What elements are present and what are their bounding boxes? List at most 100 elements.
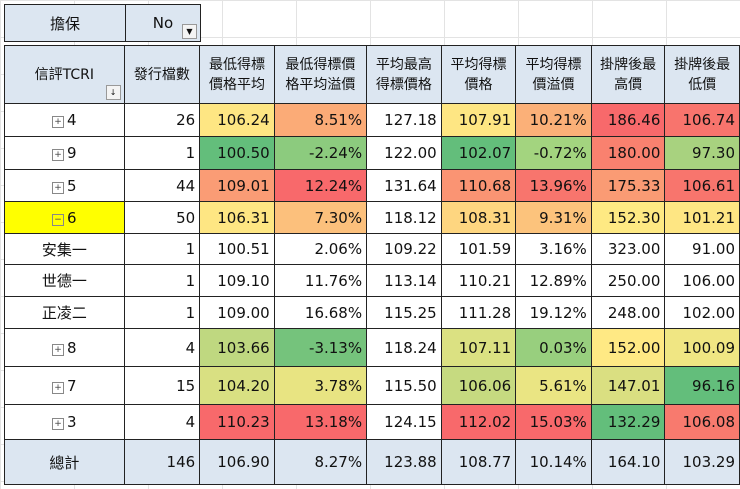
value-cell[interactable]: 152.00: [590, 328, 666, 367]
value-cell[interactable]: 15.03%: [515, 404, 592, 440]
value-cell[interactable]: 9.31%: [515, 201, 592, 234]
expand-icon[interactable]: +: [52, 418, 65, 430]
value-cell[interactable]: 175.33: [590, 169, 666, 202]
row-label-cell[interactable]: 安集一: [4, 233, 125, 265]
value-cell[interactable]: 106.90: [199, 439, 275, 485]
value-cell[interactable]: 10.21%: [515, 103, 592, 137]
value-cell[interactable]: 16.68%: [273, 296, 368, 329]
value-cell[interactable]: 106.08: [664, 404, 740, 440]
value-cell[interactable]: 4: [123, 404, 201, 440]
value-cell[interactable]: 147.01: [590, 366, 666, 405]
row-label-cell[interactable]: +7: [4, 366, 125, 405]
value-cell[interactable]: 101.21: [664, 201, 740, 234]
row-label-cell[interactable]: +9: [4, 136, 125, 170]
value-cell[interactable]: 107.11: [440, 328, 517, 367]
filter-value-cell[interactable]: No ▼: [126, 5, 200, 41]
value-cell[interactable]: 96.16: [664, 366, 740, 405]
value-cell[interactable]: 115.50: [366, 366, 442, 405]
value-cell[interactable]: 102.00: [664, 296, 740, 329]
value-cell[interactable]: 1: [123, 233, 201, 265]
value-cell[interactable]: 3.16%: [515, 233, 592, 265]
expand-icon[interactable]: +: [52, 116, 65, 128]
value-cell[interactable]: 123.88: [366, 439, 442, 485]
value-cell[interactable]: 164.10: [590, 439, 666, 485]
value-cell[interactable]: 3.78%: [273, 366, 368, 405]
value-cell[interactable]: 250.00: [590, 264, 666, 297]
value-cell[interactable]: -2.24%: [273, 136, 368, 170]
value-cell[interactable]: 106.00: [664, 264, 740, 297]
value-cell[interactable]: 108.31: [440, 201, 517, 234]
value-cell[interactable]: 323.00: [590, 233, 666, 265]
value-cell[interactable]: 111.28: [440, 296, 517, 329]
value-cell[interactable]: 127.18: [366, 103, 442, 137]
value-cell[interactable]: 4: [123, 328, 201, 367]
value-cell[interactable]: 10.14%: [515, 439, 592, 485]
value-cell[interactable]: 50: [123, 201, 201, 234]
value-cell[interactable]: 115.25: [366, 296, 442, 329]
value-cell[interactable]: 106.61: [664, 169, 740, 202]
collapse-icon[interactable]: −: [52, 213, 65, 226]
value-cell[interactable]: -0.72%: [515, 136, 592, 170]
value-cell[interactable]: 118.12: [366, 201, 442, 234]
value-cell[interactable]: 11.76%: [273, 264, 368, 297]
value-cell[interactable]: 104.20: [199, 366, 275, 405]
value-cell[interactable]: 108.77: [440, 439, 517, 485]
value-cell[interactable]: 103.29: [664, 439, 740, 485]
value-cell[interactable]: 118.24: [366, 328, 442, 367]
value-cell[interactable]: 102.07: [440, 136, 517, 170]
value-cell[interactable]: 110.21: [440, 264, 517, 297]
value-cell[interactable]: 146: [123, 439, 201, 485]
value-cell[interactable]: 103.66: [199, 328, 275, 367]
value-cell[interactable]: 112.02: [440, 404, 517, 440]
value-cell[interactable]: 100.50: [199, 136, 275, 170]
value-cell[interactable]: 109.10: [199, 264, 275, 297]
value-cell[interactable]: 100.09: [664, 328, 740, 367]
value-cell[interactable]: 132.29: [590, 404, 666, 440]
row-label-cell[interactable]: 正凌二: [4, 296, 125, 329]
value-cell[interactable]: 131.64: [366, 169, 442, 202]
value-cell[interactable]: 1: [123, 296, 201, 329]
value-cell[interactable]: 110.68: [440, 169, 517, 202]
value-cell[interactable]: 1: [123, 264, 201, 297]
row-label-cell[interactable]: 總計: [4, 439, 125, 485]
value-cell[interactable]: 8.51%: [273, 103, 368, 137]
value-cell[interactable]: 13.96%: [515, 169, 592, 202]
value-cell[interactable]: 7.30%: [273, 201, 368, 234]
value-cell[interactable]: 122.00: [366, 136, 442, 170]
value-cell[interactable]: 124.15: [366, 404, 442, 440]
row-label-cell[interactable]: 世德一: [4, 264, 125, 297]
value-cell[interactable]: 101.59: [440, 233, 517, 265]
value-cell[interactable]: 13.18%: [273, 404, 368, 440]
value-cell[interactable]: 91.00: [664, 233, 740, 265]
value-cell[interactable]: 12.89%: [515, 264, 592, 297]
value-cell[interactable]: 5.61%: [515, 366, 592, 405]
value-cell[interactable]: 106.31: [199, 201, 275, 234]
expand-icon[interactable]: +: [52, 343, 65, 356]
expand-icon[interactable]: +: [52, 181, 65, 194]
value-cell[interactable]: 186.46: [590, 103, 666, 137]
row-label-cell[interactable]: +3: [4, 404, 125, 440]
value-cell[interactable]: 109.22: [366, 233, 442, 265]
expand-icon[interactable]: +: [52, 149, 65, 161]
value-cell[interactable]: 26: [123, 103, 201, 137]
value-cell[interactable]: 248.00: [590, 296, 666, 329]
sort-filter-icon[interactable]: ↓: [105, 85, 121, 100]
row-label-cell[interactable]: +5: [4, 169, 125, 202]
value-cell[interactable]: 97.30: [664, 136, 740, 170]
value-cell[interactable]: -3.13%: [273, 328, 368, 367]
value-cell[interactable]: 110.23: [199, 404, 275, 440]
row-label-cell[interactable]: +4: [4, 103, 125, 137]
value-cell[interactable]: 19.12%: [515, 296, 592, 329]
value-cell[interactable]: 109.01: [199, 169, 275, 202]
row-label-cell[interactable]: +8: [4, 328, 125, 367]
value-cell[interactable]: 113.14: [366, 264, 442, 297]
value-cell[interactable]: 106.74: [664, 103, 740, 137]
value-cell[interactable]: 15: [123, 366, 201, 405]
value-cell[interactable]: 12.24%: [273, 169, 368, 202]
value-cell[interactable]: 0.03%: [515, 328, 592, 367]
value-cell[interactable]: 44: [123, 169, 201, 202]
value-cell[interactable]: 100.51: [199, 233, 275, 265]
value-cell[interactable]: 106.06: [440, 366, 517, 405]
value-cell[interactable]: 106.24: [199, 103, 275, 137]
value-cell[interactable]: 1: [123, 136, 201, 170]
